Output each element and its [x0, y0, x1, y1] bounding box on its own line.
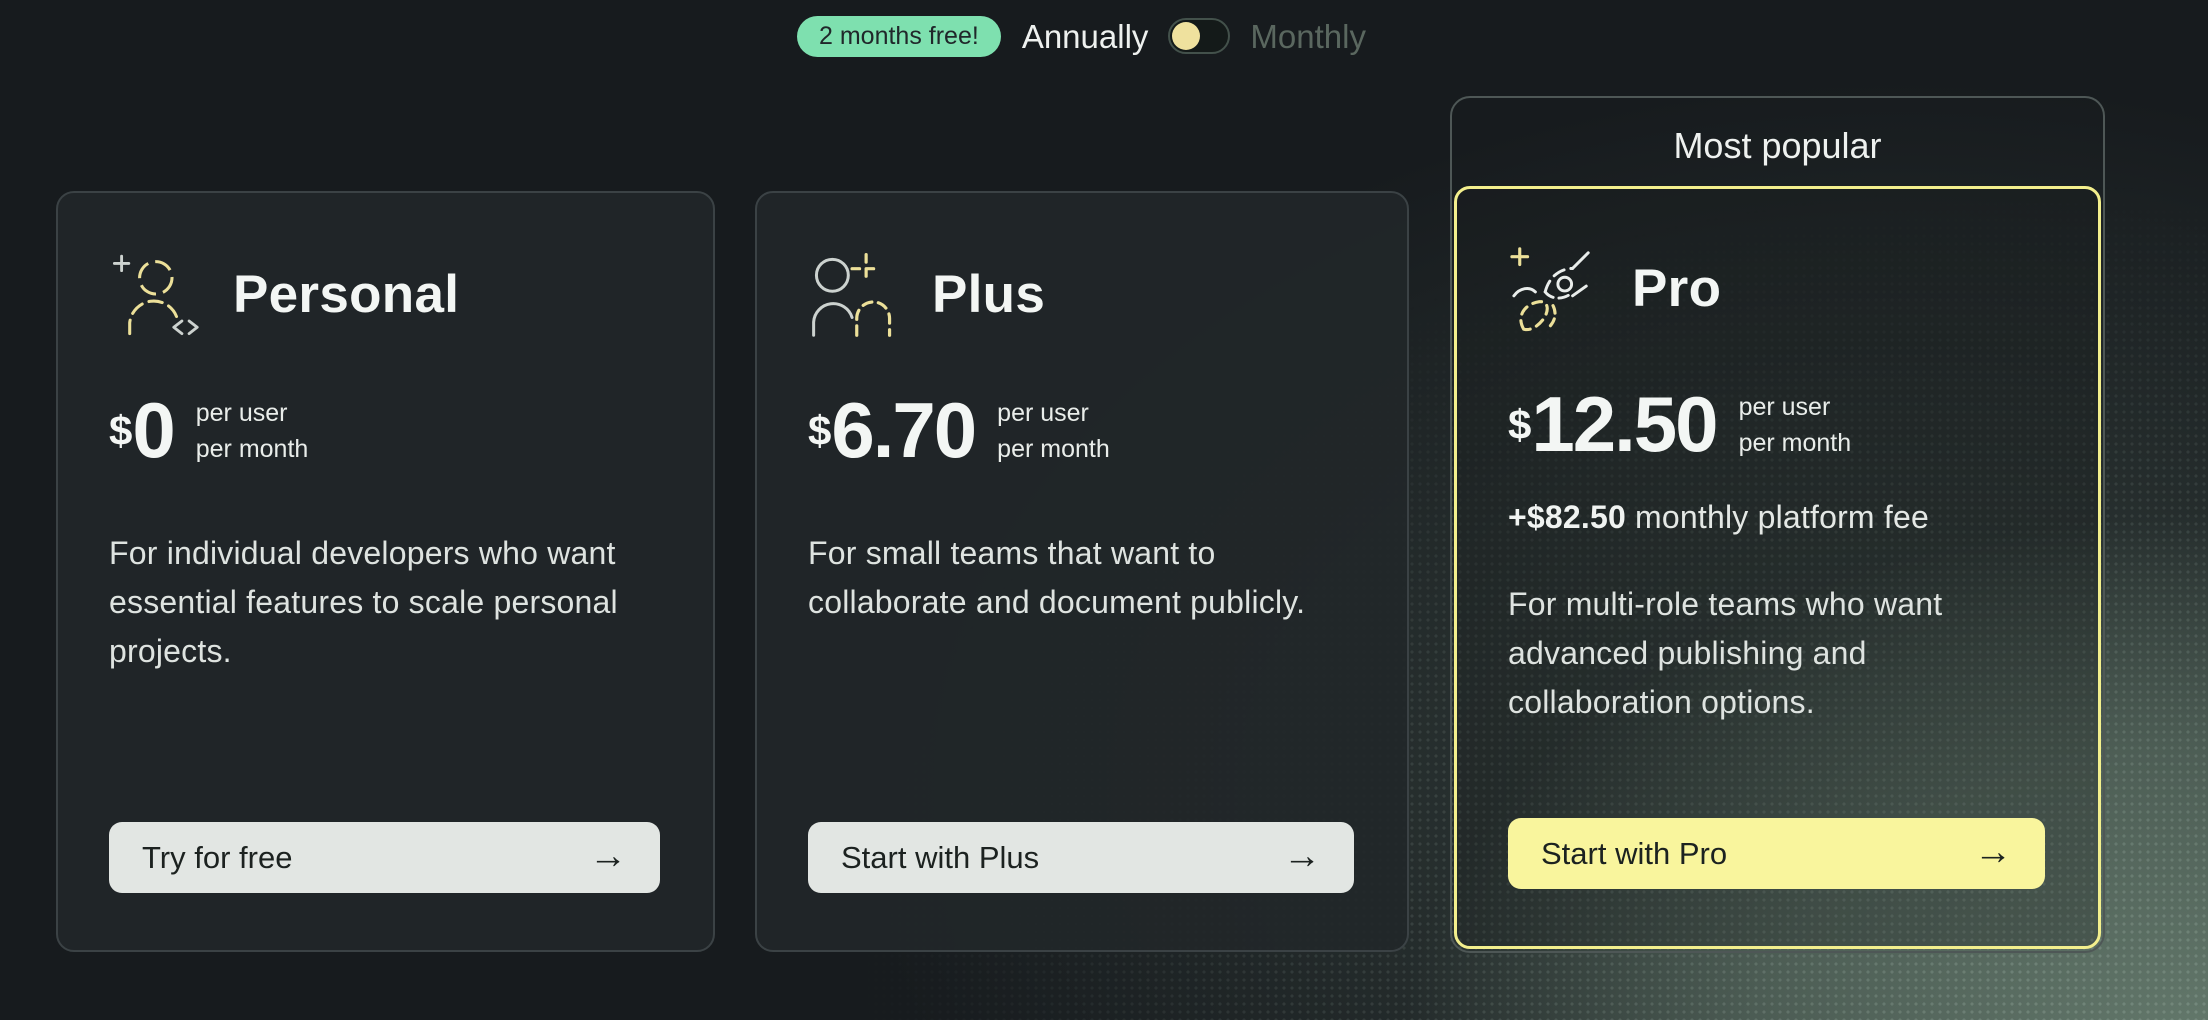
start-with-plus-button[interactable]: Start with Plus → — [808, 822, 1354, 893]
toggle-knob-icon — [1172, 22, 1201, 50]
currency-symbol: $ — [109, 407, 133, 454]
price-block: $ 12.50 per user per month — [1508, 385, 2047, 463]
price-note: per user per month — [196, 395, 309, 467]
arrow-right-icon: → — [1974, 830, 2012, 873]
price-note-line1: per user — [195, 399, 288, 427]
person-add-icon — [112, 254, 199, 336]
plan-header: Pro — [1508, 241, 2047, 335]
platform-fee: +$82.50 monthly platform fee — [1508, 499, 2047, 536]
platform-fee-amount: +$82.50 — [1508, 499, 1626, 535]
plan-description: For small teams that want to collaborate… — [808, 535, 1306, 620]
price-amount: 6.70 — [831, 386, 977, 474]
try-for-free-button[interactable]: Try for free → — [109, 822, 660, 893]
plan-description: For individual developers who want essen… — [109, 535, 618, 669]
cta-label: Start with Pro — [1541, 835, 1728, 871]
currency-symbol: $ — [808, 407, 832, 454]
discount-badge: 2 months free! — [797, 15, 1001, 57]
plan-header: Personal — [109, 247, 662, 341]
price-note: per user per month — [1739, 389, 1852, 461]
plan-card-pro: Pro $ 12.50 per user per month +$82.50 m… — [1454, 186, 2101, 949]
price-note-line2: per month — [1738, 429, 1852, 457]
price-note-line1: per user — [1738, 393, 1831, 421]
most-popular-wrapper: Most popular Pro $ 12.50 — [1450, 96, 2105, 953]
most-popular-label: Most popular — [1673, 125, 1882, 166]
price-amount: 12.50 — [1531, 380, 1718, 468]
price-note-line2: per month — [195, 435, 309, 463]
plan-card-personal: Personal $ 0 per user per month For indi… — [56, 191, 715, 952]
price-note: per user per month — [997, 395, 1110, 467]
platform-fee-text: monthly platform fee — [1625, 499, 1929, 535]
plan-name: Pro — [1632, 258, 1722, 318]
cta-label: Start with Plus — [841, 839, 1040, 875]
arrow-right-icon: → — [589, 834, 627, 877]
monthly-label[interactable]: Monthly — [1250, 17, 1366, 55]
price-block: $ 0 per user per month — [109, 391, 662, 469]
plan-name: Plus — [932, 264, 1046, 324]
team-add-icon — [812, 253, 892, 337]
cta-label: Try for free — [142, 839, 293, 875]
plan-description: For multi-role teams who want advanced p… — [1508, 586, 1943, 720]
rocket-dashed-icon — [1510, 247, 1590, 332]
billing-toggle-bar: 2 months free! Annually Monthly — [797, 13, 1366, 59]
billing-toggle[interactable] — [1168, 18, 1231, 54]
currency-symbol: $ — [1508, 401, 1532, 448]
plan-header: Plus — [808, 247, 1356, 341]
price-amount: 0 — [132, 386, 175, 474]
price-note-line2: per month — [997, 435, 1110, 463]
plan-card-plus: Plus $ 6.70 per user per month For small… — [755, 191, 1409, 952]
price-block: $ 6.70 per user per month — [808, 391, 1356, 469]
arrow-right-icon: → — [1283, 834, 1321, 877]
start-with-pro-button[interactable]: Start with Pro → — [1508, 818, 2045, 889]
plan-name: Personal — [233, 264, 460, 324]
annually-label[interactable]: Annually — [1021, 17, 1149, 55]
price-note-line1: per user — [997, 399, 1089, 427]
